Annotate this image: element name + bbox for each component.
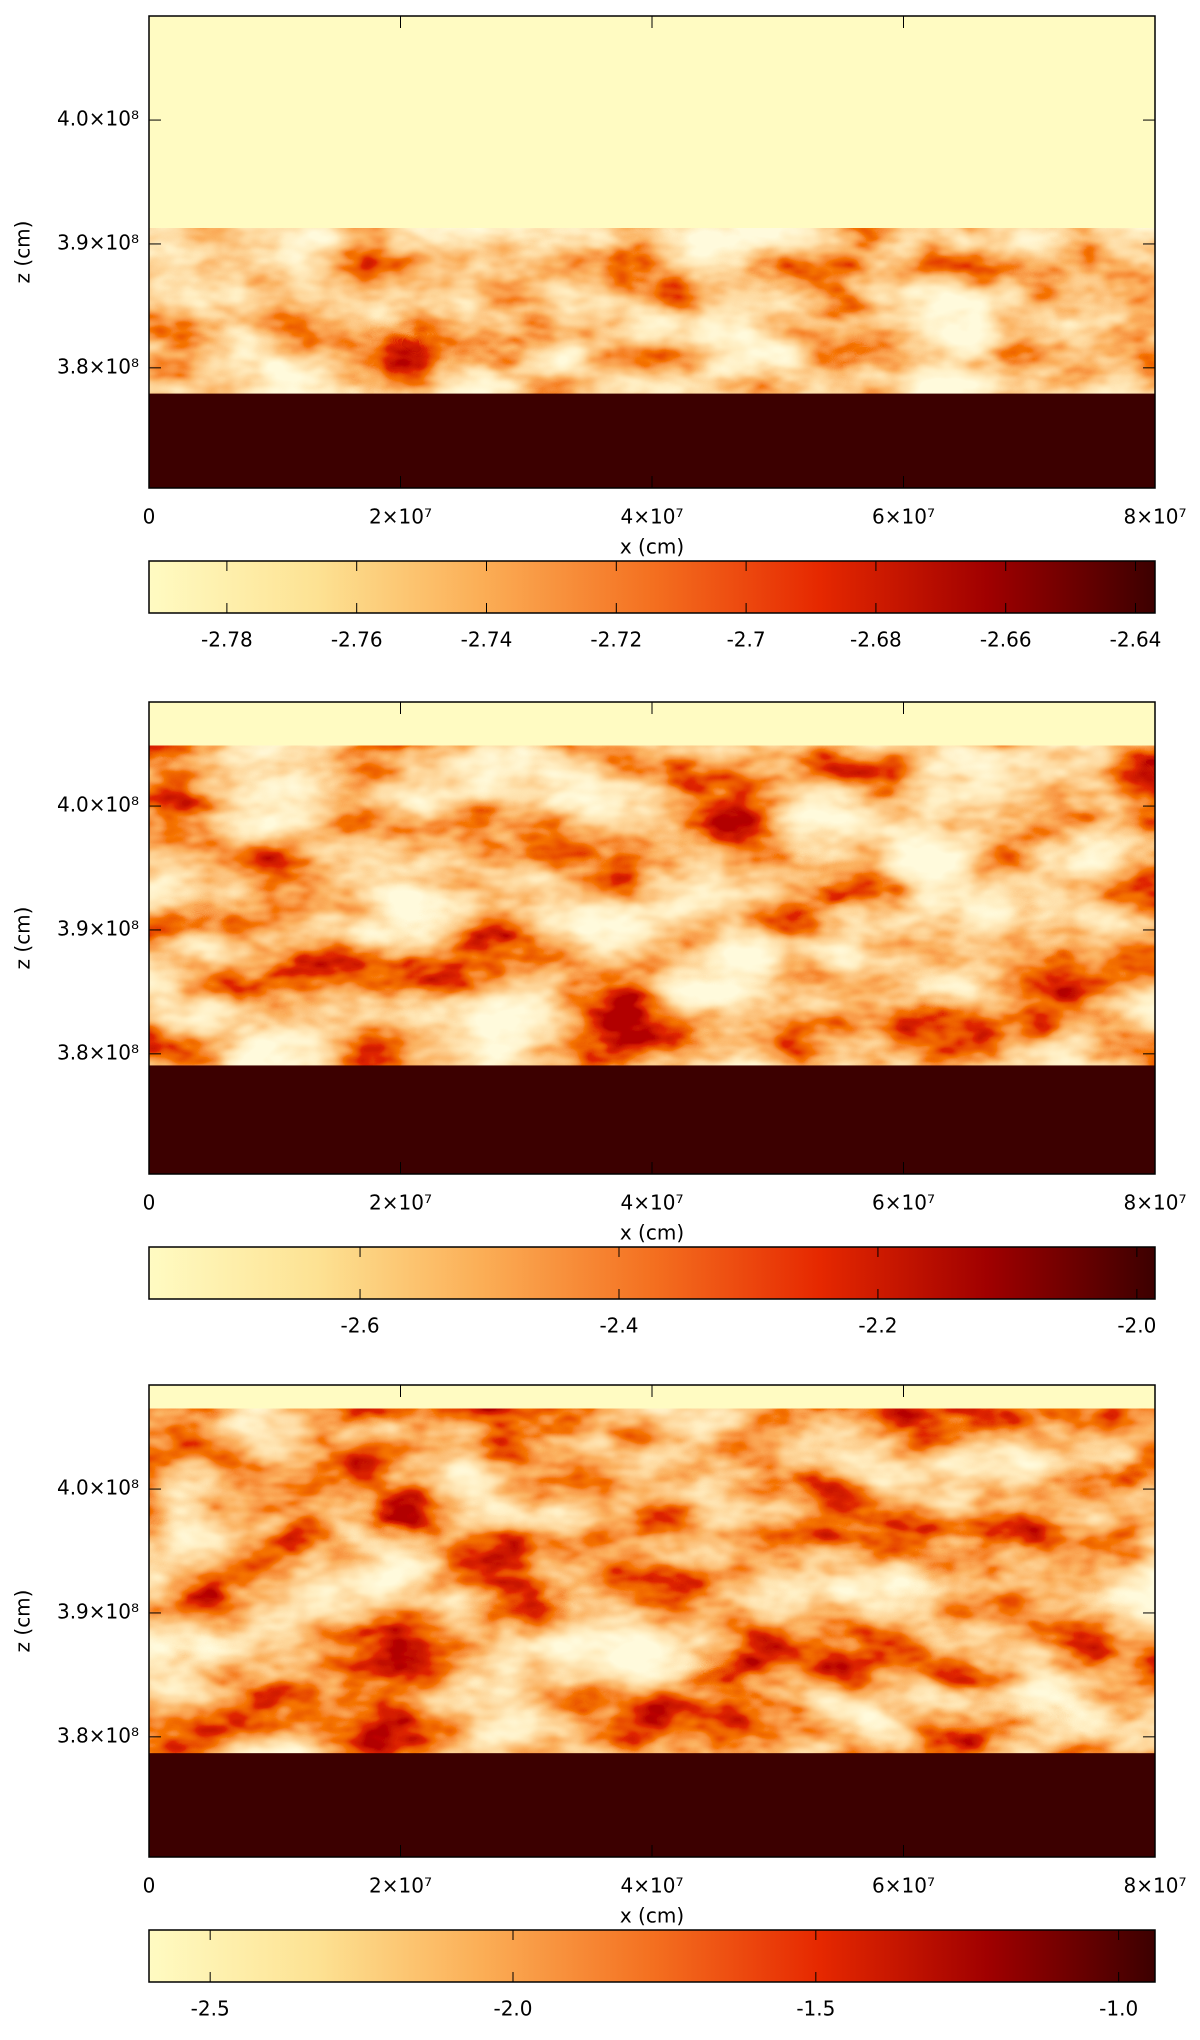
y-tick-label: 3.9×10⁸	[57, 230, 139, 254]
panel: 0 2×10⁷ 4×10⁷ 6×10⁷ 8×10⁷ x (cm) 3.8×10⁸ 3.9×10…	[11, 1384, 1187, 2021]
x-tick-label: 8×10⁷	[1124, 1191, 1187, 1215]
colorbar-tick-label: -2.2	[858, 1314, 897, 1338]
colorbar-tick-label: -2.66	[980, 628, 1032, 652]
y-tick-label: 3.8×10⁸	[57, 1040, 139, 1064]
y-tick-label: 4.0×10⁸	[57, 107, 139, 131]
x-tick-label: 4×10⁷	[621, 1874, 684, 1898]
colorbar-tick-label: -2.0	[1117, 1314, 1156, 1338]
x-tick-label: 4×10⁷	[621, 505, 684, 529]
colorbar-tick-label: -2.72	[590, 628, 642, 652]
x-tick-label: 0	[143, 1191, 156, 1215]
y-axis-label: z (cm)	[11, 1590, 35, 1653]
colorbar	[148, 1929, 1156, 1983]
x-tick-label: 6×10⁷	[872, 505, 935, 529]
colorbar-tick-label: -2.6	[341, 1314, 380, 1338]
x-axis-label: x (cm)	[620, 1904, 684, 1928]
panel: 0 2×10⁷ 4×10⁷ 6×10⁷ 8×10⁷ x (cm) 3.8×10⁸ 3.9×10…	[11, 701, 1187, 1338]
colorbar	[148, 560, 1156, 614]
y-tick-label: 3.8×10⁸	[57, 1723, 139, 1747]
y-tick-label: 4.0×10⁸	[57, 793, 139, 817]
x-axis-label: x (cm)	[620, 1221, 684, 1245]
x-tick-label: 0	[143, 505, 156, 529]
x-tick-label: 2×10⁷	[369, 1191, 432, 1215]
colorbar-tick-label: -2.76	[331, 628, 383, 652]
colorbar-tick-label: -2.74	[461, 628, 513, 652]
x-tick-label: 4×10⁷	[621, 1191, 684, 1215]
field-bottom	[149, 1753, 1155, 1857]
x-axis-label: x (cm)	[620, 535, 684, 559]
field-convective	[149, 228, 1155, 394]
field-convective	[149, 745, 1155, 1066]
colorbar-tick-label: -2.7	[727, 628, 766, 652]
colorbar-tick-label: -2.68	[850, 628, 902, 652]
x-tick-label: 8×10⁷	[1124, 1874, 1187, 1898]
panel: 0 2×10⁷ 4×10⁷ 6×10⁷ 8×10⁷ x (cm) 3.8×10⁸ 3.9×10…	[11, 15, 1187, 652]
x-tick-label: 6×10⁷	[872, 1874, 935, 1898]
colorbar-tick-label: -2.5	[191, 1997, 230, 2021]
x-tick-label: 0	[143, 1874, 156, 1898]
colorbar-tick-label: -1.0	[1099, 1997, 1138, 2021]
y-tick-label: 3.9×10⁸	[57, 1599, 139, 1623]
colorbar-tick-label: -2.64	[1110, 628, 1162, 652]
y-tick-label: 4.0×10⁸	[57, 1476, 139, 1500]
colorbar	[148, 1246, 1156, 1300]
colorbar-tick-label: -2.0	[493, 1997, 532, 2021]
x-tick-label: 2×10⁷	[369, 1874, 432, 1898]
colorbar-tick-label: -1.5	[796, 1997, 835, 2021]
field-bottom	[149, 1065, 1155, 1174]
colorbar-tick-label: -2.78	[201, 628, 253, 652]
y-tick-label: 3.8×10⁸	[57, 354, 139, 378]
x-tick-label: 6×10⁷	[872, 1191, 935, 1215]
x-tick-label: 2×10⁷	[369, 505, 432, 529]
colorbar-tick-label: -2.4	[599, 1314, 638, 1338]
field-bottom	[149, 393, 1155, 488]
y-axis-label: z (cm)	[11, 907, 35, 970]
y-axis-label: z (cm)	[11, 221, 35, 284]
x-tick-label: 8×10⁷	[1124, 505, 1187, 529]
y-tick-label: 3.9×10⁸	[57, 916, 139, 940]
field-convective	[149, 1408, 1155, 1754]
field-top	[149, 16, 1155, 229]
